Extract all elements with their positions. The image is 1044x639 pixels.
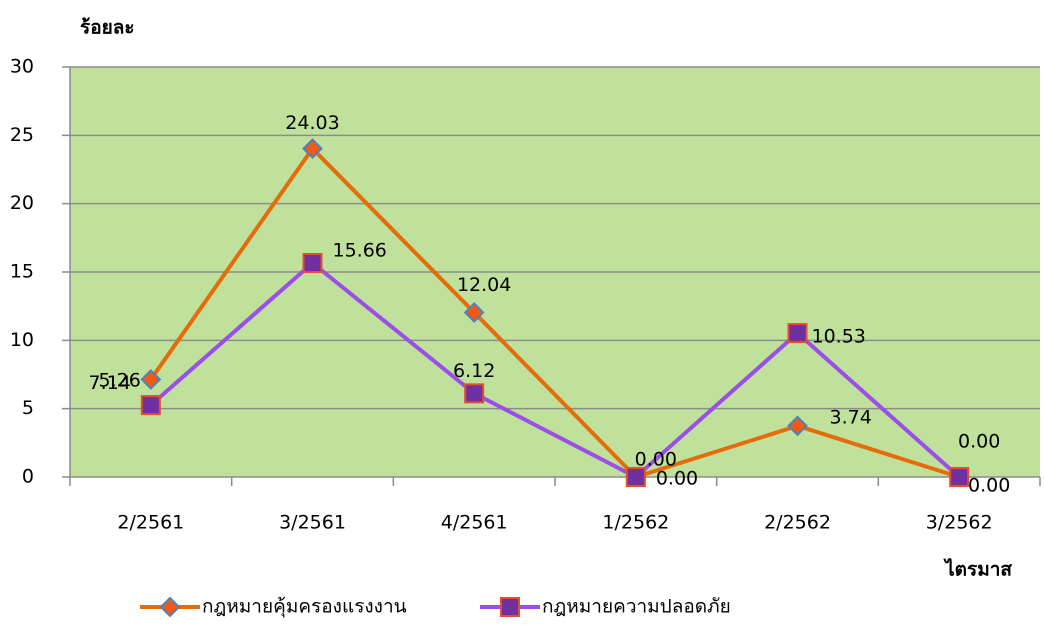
legend-label: กฎหมายความปลอดภัย xyxy=(542,596,731,618)
y-tick-label: 25 xyxy=(10,124,34,146)
x-tick-label: 2/2562 xyxy=(764,512,831,534)
data-label: 12.04 xyxy=(457,274,511,296)
y-tick-label: 15 xyxy=(10,261,34,283)
x-tick-label: 2/2561 xyxy=(117,512,184,534)
series-line xyxy=(149,145,960,480)
data-label: 0.00 xyxy=(958,431,1000,453)
data-point xyxy=(464,383,485,404)
data-label: 6.12 xyxy=(453,360,495,382)
legend-marker xyxy=(500,597,520,617)
data-point xyxy=(140,395,161,416)
legend-marker xyxy=(159,596,181,618)
data-label: 0.00 xyxy=(968,475,1010,497)
x-axis-title: ไตรมาส xyxy=(943,558,1012,581)
data-label: 0.00 xyxy=(635,449,677,471)
y-tick-label: 10 xyxy=(10,329,34,351)
data-point xyxy=(302,138,323,160)
data-point xyxy=(787,415,808,437)
series-line xyxy=(149,260,961,480)
data-point xyxy=(625,467,646,487)
y-tick-label: 20 xyxy=(10,192,34,214)
y-tick-label: 0 xyxy=(22,466,34,488)
data-label: 10.53 xyxy=(812,326,866,348)
data-label: 3.74 xyxy=(830,406,872,428)
x-tick-label: 3/2562 xyxy=(926,512,993,534)
data-point xyxy=(302,252,323,273)
data-point xyxy=(787,323,808,344)
data-label: 5.26 xyxy=(99,370,141,392)
data-label: 15.66 xyxy=(333,239,387,261)
y-axis-title: ร้อยละ xyxy=(80,17,135,39)
data-label: 24.03 xyxy=(285,112,339,134)
x-tick-label: 4/2561 xyxy=(441,512,508,534)
x-tick-label: 3/2561 xyxy=(279,512,346,534)
x-tick-label: 1/2562 xyxy=(602,512,669,534)
data-label: 0.00 xyxy=(656,468,698,490)
y-tick-label: 5 xyxy=(22,397,34,419)
data-point xyxy=(140,369,162,390)
data-point xyxy=(463,302,485,323)
data-label: 7.14 xyxy=(89,372,131,394)
legend-label: กฎหมายคุ้มครองแรงงาน xyxy=(202,596,407,619)
y-tick-label: 30 xyxy=(10,56,34,78)
data-point xyxy=(949,467,970,487)
